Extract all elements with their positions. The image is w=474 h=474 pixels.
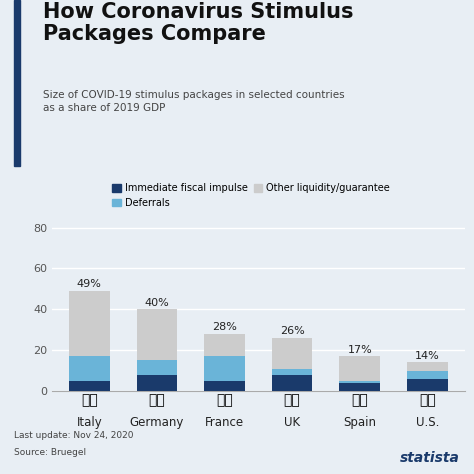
Text: Last update: Nov 24, 2020: Last update: Nov 24, 2020 [14, 431, 134, 440]
Bar [69, 291, 109, 356]
Text: 26%: 26% [280, 326, 304, 336]
Text: 🇩🇪: 🇩🇪 [148, 393, 165, 408]
Text: 14%: 14% [415, 351, 440, 361]
Text: 🇬🇧: 🇬🇧 [284, 393, 301, 408]
Bar [204, 381, 245, 391]
Bar [204, 356, 245, 381]
Text: 🇮🇹: 🇮🇹 [81, 393, 98, 408]
Bar [407, 379, 447, 391]
Bar [69, 356, 109, 381]
Bar [339, 383, 380, 391]
Text: 17%: 17% [347, 345, 372, 355]
Text: 49%: 49% [77, 279, 102, 289]
Bar [137, 360, 177, 375]
Bar [407, 363, 447, 371]
Text: How Coronavirus Stimulus
Packages Compare: How Coronavirus Stimulus Packages Compar… [43, 2, 353, 44]
Bar [407, 371, 447, 379]
Text: 🇪🇸: 🇪🇸 [351, 393, 368, 408]
Text: Size of COVID-19 stimulus packages in selected countries
as a share of 2019 GDP: Size of COVID-19 stimulus packages in se… [43, 90, 344, 113]
Bar [69, 381, 109, 391]
Text: Source: Bruegel: Source: Bruegel [14, 448, 86, 457]
Bar [272, 375, 312, 391]
Bar [137, 375, 177, 391]
Bar [339, 356, 380, 381]
Bar [272, 369, 312, 375]
Bar [204, 334, 245, 356]
Bar [137, 310, 177, 360]
Bar [14, 0, 20, 166]
Bar [272, 338, 312, 369]
Text: 28%: 28% [212, 322, 237, 332]
Text: 40%: 40% [145, 298, 169, 308]
Text: 🇫🇷: 🇫🇷 [216, 393, 233, 408]
Legend: Immediate fiscal impulse, Deferrals, Other liquidity/guarantee: Immediate fiscal impulse, Deferrals, Oth… [112, 183, 390, 208]
Bar [339, 381, 380, 383]
Text: statista: statista [400, 450, 460, 465]
Text: 🇺🇸: 🇺🇸 [419, 393, 436, 408]
